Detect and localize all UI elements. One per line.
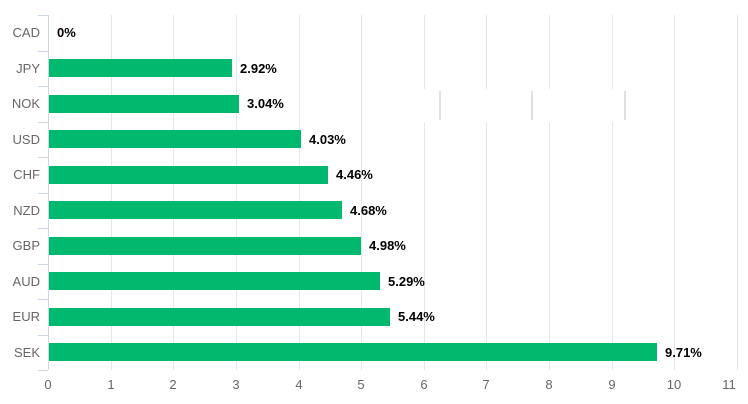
axis-tick bbox=[38, 335, 48, 336]
value-label-chf: 4.46% bbox=[336, 167, 373, 182]
bar-jpy[interactable] bbox=[49, 59, 232, 77]
x-axis-label-6: 6 bbox=[420, 377, 428, 392]
axis-tick bbox=[38, 193, 48, 194]
category-label-nzd: NZD bbox=[13, 203, 40, 218]
gridline-fragment bbox=[531, 91, 533, 120]
value-label-nok: 3.04% bbox=[247, 96, 284, 111]
gridline bbox=[236, 15, 237, 370]
x-axis-label-4: 4 bbox=[295, 377, 303, 392]
category-label-eur: EUR bbox=[12, 309, 40, 324]
value-label-usd: 4.03% bbox=[309, 132, 346, 147]
value-label-nzd: 4.68% bbox=[350, 203, 387, 218]
x-axis-label-10: 10 bbox=[666, 377, 682, 392]
gridline bbox=[173, 15, 174, 370]
bar-eur[interactable] bbox=[49, 308, 390, 326]
gridline-fragment bbox=[624, 91, 626, 120]
x-axis-label-9: 9 bbox=[608, 377, 616, 392]
category-label-gbp: GBP bbox=[12, 238, 40, 253]
bar-nzd[interactable] bbox=[49, 201, 342, 219]
x-axis-label-3: 3 bbox=[232, 377, 240, 392]
category-label-usd: USD bbox=[12, 132, 40, 147]
y-axis-line bbox=[48, 15, 49, 370]
white-patch bbox=[420, 89, 631, 122]
gridline bbox=[486, 15, 487, 370]
category-label-cad: CAD bbox=[12, 25, 40, 40]
x-axis-label-1: 1 bbox=[107, 377, 115, 392]
value-label-cad: 0% bbox=[57, 25, 76, 40]
value-label-aud: 5.29% bbox=[388, 274, 425, 289]
x-axis-label-11: 11 bbox=[722, 377, 736, 392]
gridline bbox=[737, 15, 738, 370]
gridline bbox=[549, 15, 550, 370]
axis-tick bbox=[38, 264, 48, 265]
category-label-aud: AUD bbox=[12, 274, 40, 289]
category-label-sek: SEK bbox=[13, 345, 40, 360]
x-axis-label-0: 0 bbox=[44, 377, 52, 392]
gridline bbox=[424, 15, 425, 370]
axis-tick bbox=[38, 228, 48, 229]
x-axis-label-2: 2 bbox=[169, 377, 177, 392]
category-label-jpy: JPY bbox=[16, 61, 40, 76]
bar-sek[interactable] bbox=[49, 343, 657, 361]
x-axis-label-5: 5 bbox=[357, 377, 365, 392]
axis-tick bbox=[38, 299, 48, 300]
gridline bbox=[299, 15, 300, 370]
axis-tick bbox=[38, 370, 48, 371]
value-label-gbp: 4.98% bbox=[369, 238, 406, 253]
x-axis-label-8: 8 bbox=[545, 377, 553, 392]
category-label-chf: CHF bbox=[13, 167, 40, 182]
gridline bbox=[111, 15, 112, 370]
x-axis-label-7: 7 bbox=[482, 377, 490, 392]
gridline-fragment bbox=[439, 91, 441, 120]
axis-tick bbox=[38, 51, 48, 52]
value-label-eur: 5.44% bbox=[398, 309, 435, 324]
category-label-nok: NOK bbox=[11, 96, 40, 111]
bar-gbp[interactable] bbox=[49, 237, 361, 255]
gridline bbox=[361, 15, 362, 370]
bar-usd[interactable] bbox=[49, 130, 301, 148]
axis-tick bbox=[38, 157, 48, 158]
value-label-sek: 9.71% bbox=[665, 345, 702, 360]
bar-chf[interactable] bbox=[49, 166, 328, 184]
axis-tick bbox=[38, 86, 48, 87]
bar-aud[interactable] bbox=[49, 272, 380, 290]
axis-tick bbox=[38, 15, 48, 16]
value-label-jpy: 2.92% bbox=[240, 61, 277, 76]
bar-nok[interactable] bbox=[49, 95, 239, 113]
axis-tick bbox=[38, 122, 48, 123]
gridline bbox=[612, 15, 613, 370]
gridline bbox=[674, 15, 675, 370]
